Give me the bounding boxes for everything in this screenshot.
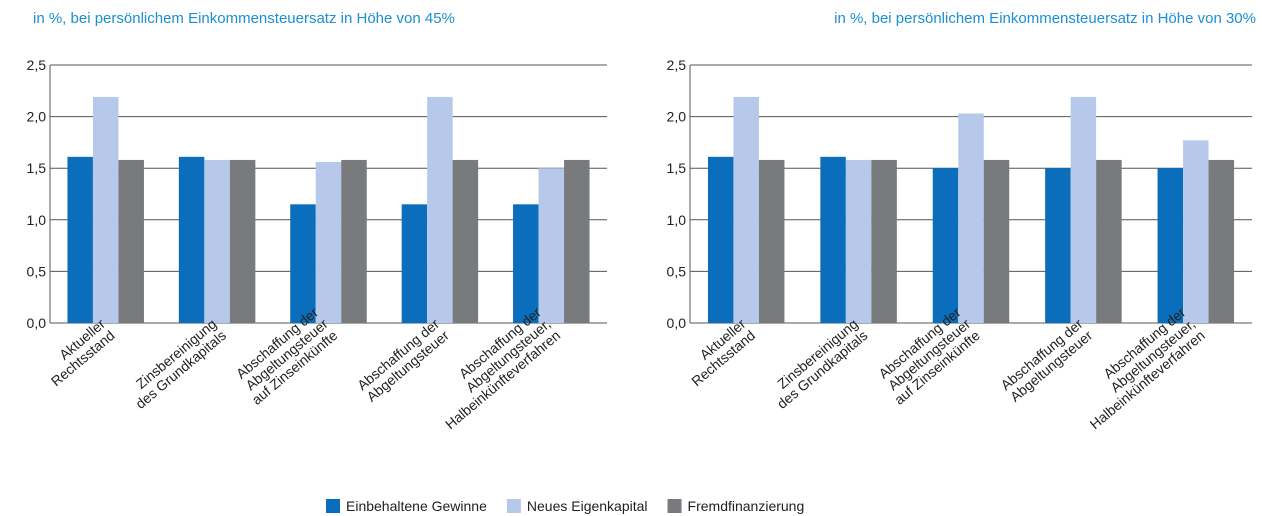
bar xyxy=(845,159,872,323)
bar xyxy=(932,168,959,323)
bar xyxy=(1096,159,1122,323)
y-tick-label: 2,5 xyxy=(27,57,47,73)
chart-title: in %, bei persönlichem Einkommensteuersa… xyxy=(834,10,1256,27)
x-tick-label: AktuellerRechtsstand xyxy=(679,315,759,389)
y-tick-label: 0,0 xyxy=(667,315,687,331)
bar xyxy=(513,204,539,323)
bar xyxy=(871,159,897,323)
x-tick-label: AktuellerRechtsstand xyxy=(38,315,118,389)
x-tick-label: Abschaffung derAbgeltungsteuer xyxy=(354,315,452,405)
bar xyxy=(1183,140,1209,323)
bar xyxy=(1157,168,1184,323)
legend-label: Fremdfinanzierung xyxy=(688,498,805,514)
bar xyxy=(1208,159,1235,323)
bar xyxy=(315,162,342,323)
bar xyxy=(401,204,428,323)
y-tick-label: 2,0 xyxy=(667,109,687,125)
bar xyxy=(178,156,205,323)
y-tick-label: 2,5 xyxy=(667,57,687,73)
bar xyxy=(452,159,479,323)
bar xyxy=(229,159,256,323)
bar xyxy=(1045,168,1071,323)
bar xyxy=(1070,96,1097,323)
legend-label: Einbehaltene Gewinne xyxy=(346,498,487,514)
bar xyxy=(67,156,93,323)
legend-swatch xyxy=(506,499,521,513)
bar xyxy=(758,159,785,323)
x-tick-label: Zinsbereinigungdes Grundkapitals xyxy=(764,316,870,412)
bar xyxy=(341,159,367,323)
y-tick-label: 2,0 xyxy=(27,109,47,125)
chart-title: in %, bei persönlichem Einkommensteuersa… xyxy=(33,10,455,27)
bar xyxy=(118,159,144,323)
bar xyxy=(733,96,759,323)
bar xyxy=(290,204,316,323)
bar xyxy=(820,156,846,323)
x-tick-label: Abschaffung derAbgeltungsteuer xyxy=(997,315,1095,405)
legend-swatch xyxy=(326,499,340,513)
bar xyxy=(92,96,119,323)
bar xyxy=(564,159,590,323)
y-tick-label: 0,5 xyxy=(27,263,47,279)
bar xyxy=(958,113,984,323)
bar xyxy=(427,96,453,323)
y-tick-label: 0,5 xyxy=(667,263,687,279)
legend-swatch xyxy=(667,499,682,513)
y-tick-label: 1,5 xyxy=(667,160,687,176)
y-tick-label: 1,0 xyxy=(27,212,47,228)
y-tick-label: 1,5 xyxy=(27,160,47,176)
bar xyxy=(707,156,734,323)
y-tick-label: 1,0 xyxy=(667,212,687,228)
legend-label: Neues Eigenkapital xyxy=(527,498,648,514)
bar xyxy=(983,159,1010,323)
x-tick-label: Zinsbereinigungdes Grundkapitals xyxy=(123,316,229,412)
bar xyxy=(538,168,565,323)
y-tick-label: 0,0 xyxy=(27,315,47,331)
bar xyxy=(204,159,230,323)
